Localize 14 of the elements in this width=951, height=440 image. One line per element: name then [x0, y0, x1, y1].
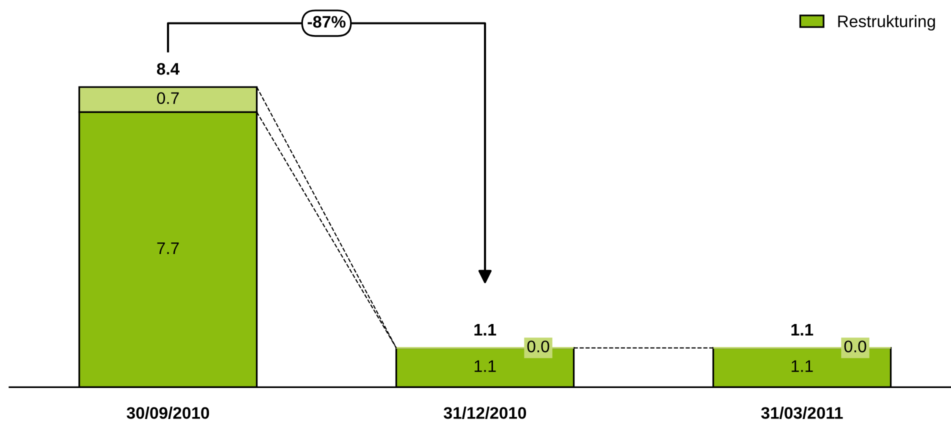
x-tick-label: 30/09/2010: [126, 406, 210, 420]
x-tick-label: 31/12/2010: [444, 406, 526, 420]
total-label: 1.1: [474, 324, 496, 336]
legend-label: Restrukturing: [838, 15, 935, 31]
total-label: 8.4: [156, 63, 180, 75]
data-label: 7.7: [157, 242, 179, 254]
data-label: 0.0: [844, 340, 866, 352]
x-tick-label: 31/03/2011: [761, 406, 843, 420]
total-label: 1.1: [791, 324, 814, 336]
data-label: 1.1: [474, 360, 496, 372]
data-label: 1.1: [792, 360, 813, 372]
data-label: 0.0: [527, 340, 550, 352]
text: -87%: [308, 16, 346, 28]
data-label: 0.7: [157, 92, 179, 104]
